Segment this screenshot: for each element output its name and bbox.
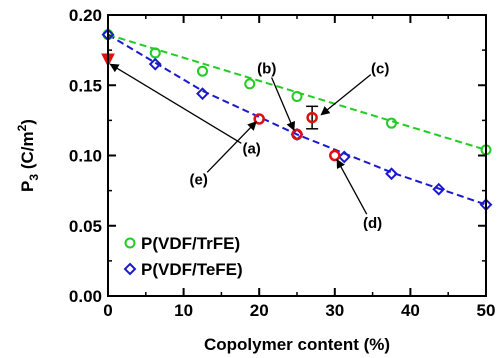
fit-line [107, 33, 487, 206]
annotation-label: (b) [257, 60, 276, 77]
y-axis-label-main: P [18, 181, 37, 192]
annotation-label: (a) [242, 140, 260, 157]
legend-label: P(VDF/TrFE) [141, 234, 240, 253]
legend-marker-tefe [123, 262, 137, 276]
y-axis-label: P3 (C/m2) [15, 119, 41, 192]
y-axis-label-sup: 2 [15, 124, 29, 131]
y-tick-label: 0.05 [69, 217, 102, 236]
y-axis-label-sub: 3 [27, 174, 41, 181]
trfe-point [149, 47, 161, 59]
annotation-label: (d) [363, 215, 382, 232]
x-tick-label: 30 [325, 301, 344, 320]
trfe-point [197, 65, 208, 77]
y-axis-label-unit: (C/m [18, 131, 37, 174]
tefe-point [196, 87, 209, 101]
x-tick-label: 20 [250, 301, 269, 320]
y-tick-label: 0.15 [69, 76, 102, 95]
red-circle-point [329, 149, 341, 162]
trfe-point [386, 117, 397, 129]
x-tick-label: 50 [477, 301, 496, 320]
y-axis-label-close: ) [18, 119, 37, 125]
red-circle-point [291, 128, 303, 141]
annotation-arrow [270, 77, 295, 132]
y-tick-label: 0.00 [69, 287, 102, 306]
tefe-point [385, 167, 398, 181]
annotation-label: (e) [190, 171, 208, 188]
red-circle-point [306, 111, 318, 124]
legend-marker-trfe [124, 237, 136, 249]
legend: P(VDF/TrFE) P(VDF/TeFE) [123, 234, 243, 279]
annotation-arrow [206, 121, 257, 173]
annotation-arrow [109, 63, 242, 144]
axis-ticks: 0 10 20 30 40 50 0.00 0.05 0.10 0.15 0.20 [69, 6, 496, 320]
annotation-arrow [320, 74, 372, 116]
annotations: (a) (b) (c) (d) (e) [109, 60, 389, 232]
y-tick-label: 0.20 [69, 6, 102, 25]
y-tick-label: 0.10 [69, 147, 102, 166]
legend-label: P(VDF/TeFE) [141, 260, 243, 279]
red-circle-point [253, 113, 265, 125]
tefe-point [432, 182, 446, 196]
tefe-point [148, 57, 162, 71]
plot-frame [107, 14, 487, 297]
x-tick-label: 40 [401, 301, 420, 320]
x-axis-label: Copolymer content (%) [204, 335, 390, 354]
x-tick-label: 10 [174, 301, 193, 320]
trfe-point [291, 90, 303, 102]
data-series [101, 28, 493, 212]
annotation-arrow [336, 158, 368, 215]
highlighted-points [101, 53, 341, 162]
fit-lines [107, 33, 487, 206]
x-tick-label: 0 [103, 301, 112, 320]
trfe-point [244, 78, 256, 90]
annotation-label: (c) [371, 60, 389, 77]
